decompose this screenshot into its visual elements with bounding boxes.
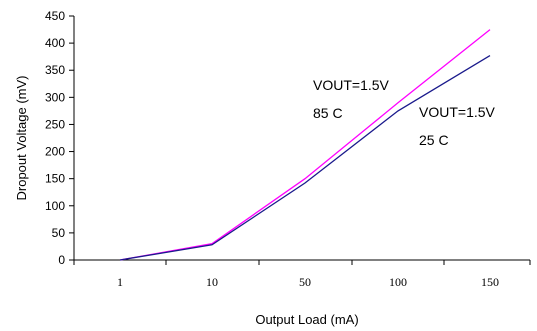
- annotation-2-line-1: VOUT=1.5V: [419, 104, 496, 120]
- series-line-1: [119, 29, 491, 261]
- y-axis-ticks: 0 50 100 150 200 250 300 350 400 450: [45, 9, 74, 267]
- x-tick-label: 10: [206, 275, 218, 289]
- y-tick-label: 350: [45, 63, 65, 77]
- y-tick-label: 0: [58, 253, 65, 267]
- y-tick-label: 400: [45, 36, 65, 50]
- series-group: [119, 29, 491, 261]
- x-axis-title: Output Load (mA): [255, 312, 358, 327]
- series-line-2: [119, 55, 491, 261]
- x-tick-label: 150: [481, 275, 499, 289]
- x-tick-label: 50: [299, 275, 311, 289]
- y-tick-label: 450: [45, 9, 65, 23]
- y-tick-label: 100: [45, 199, 65, 213]
- x-tick-label: 1: [117, 275, 123, 289]
- annotation-1-line-2: 85 C: [313, 105, 343, 121]
- y-tick-label: 50: [52, 226, 66, 240]
- y-tick-label: 150: [45, 172, 65, 186]
- y-tick-label: 250: [45, 117, 65, 131]
- y-tick-label: 300: [45, 90, 65, 104]
- annotation-1-line-1: VOUT=1.5V: [313, 77, 390, 93]
- y-tick-label: 200: [45, 145, 65, 159]
- x-tick-label: 100: [389, 275, 407, 289]
- annotations: VOUT=1.5V 85 C VOUT=1.5V 25 C: [313, 77, 496, 148]
- y-axis-title: Dropout Voltage (mV): [14, 75, 29, 200]
- x-axis-ticks: 1 10 50 100 150: [73, 260, 531, 289]
- annotation-2-line-2: 25 C: [419, 132, 449, 148]
